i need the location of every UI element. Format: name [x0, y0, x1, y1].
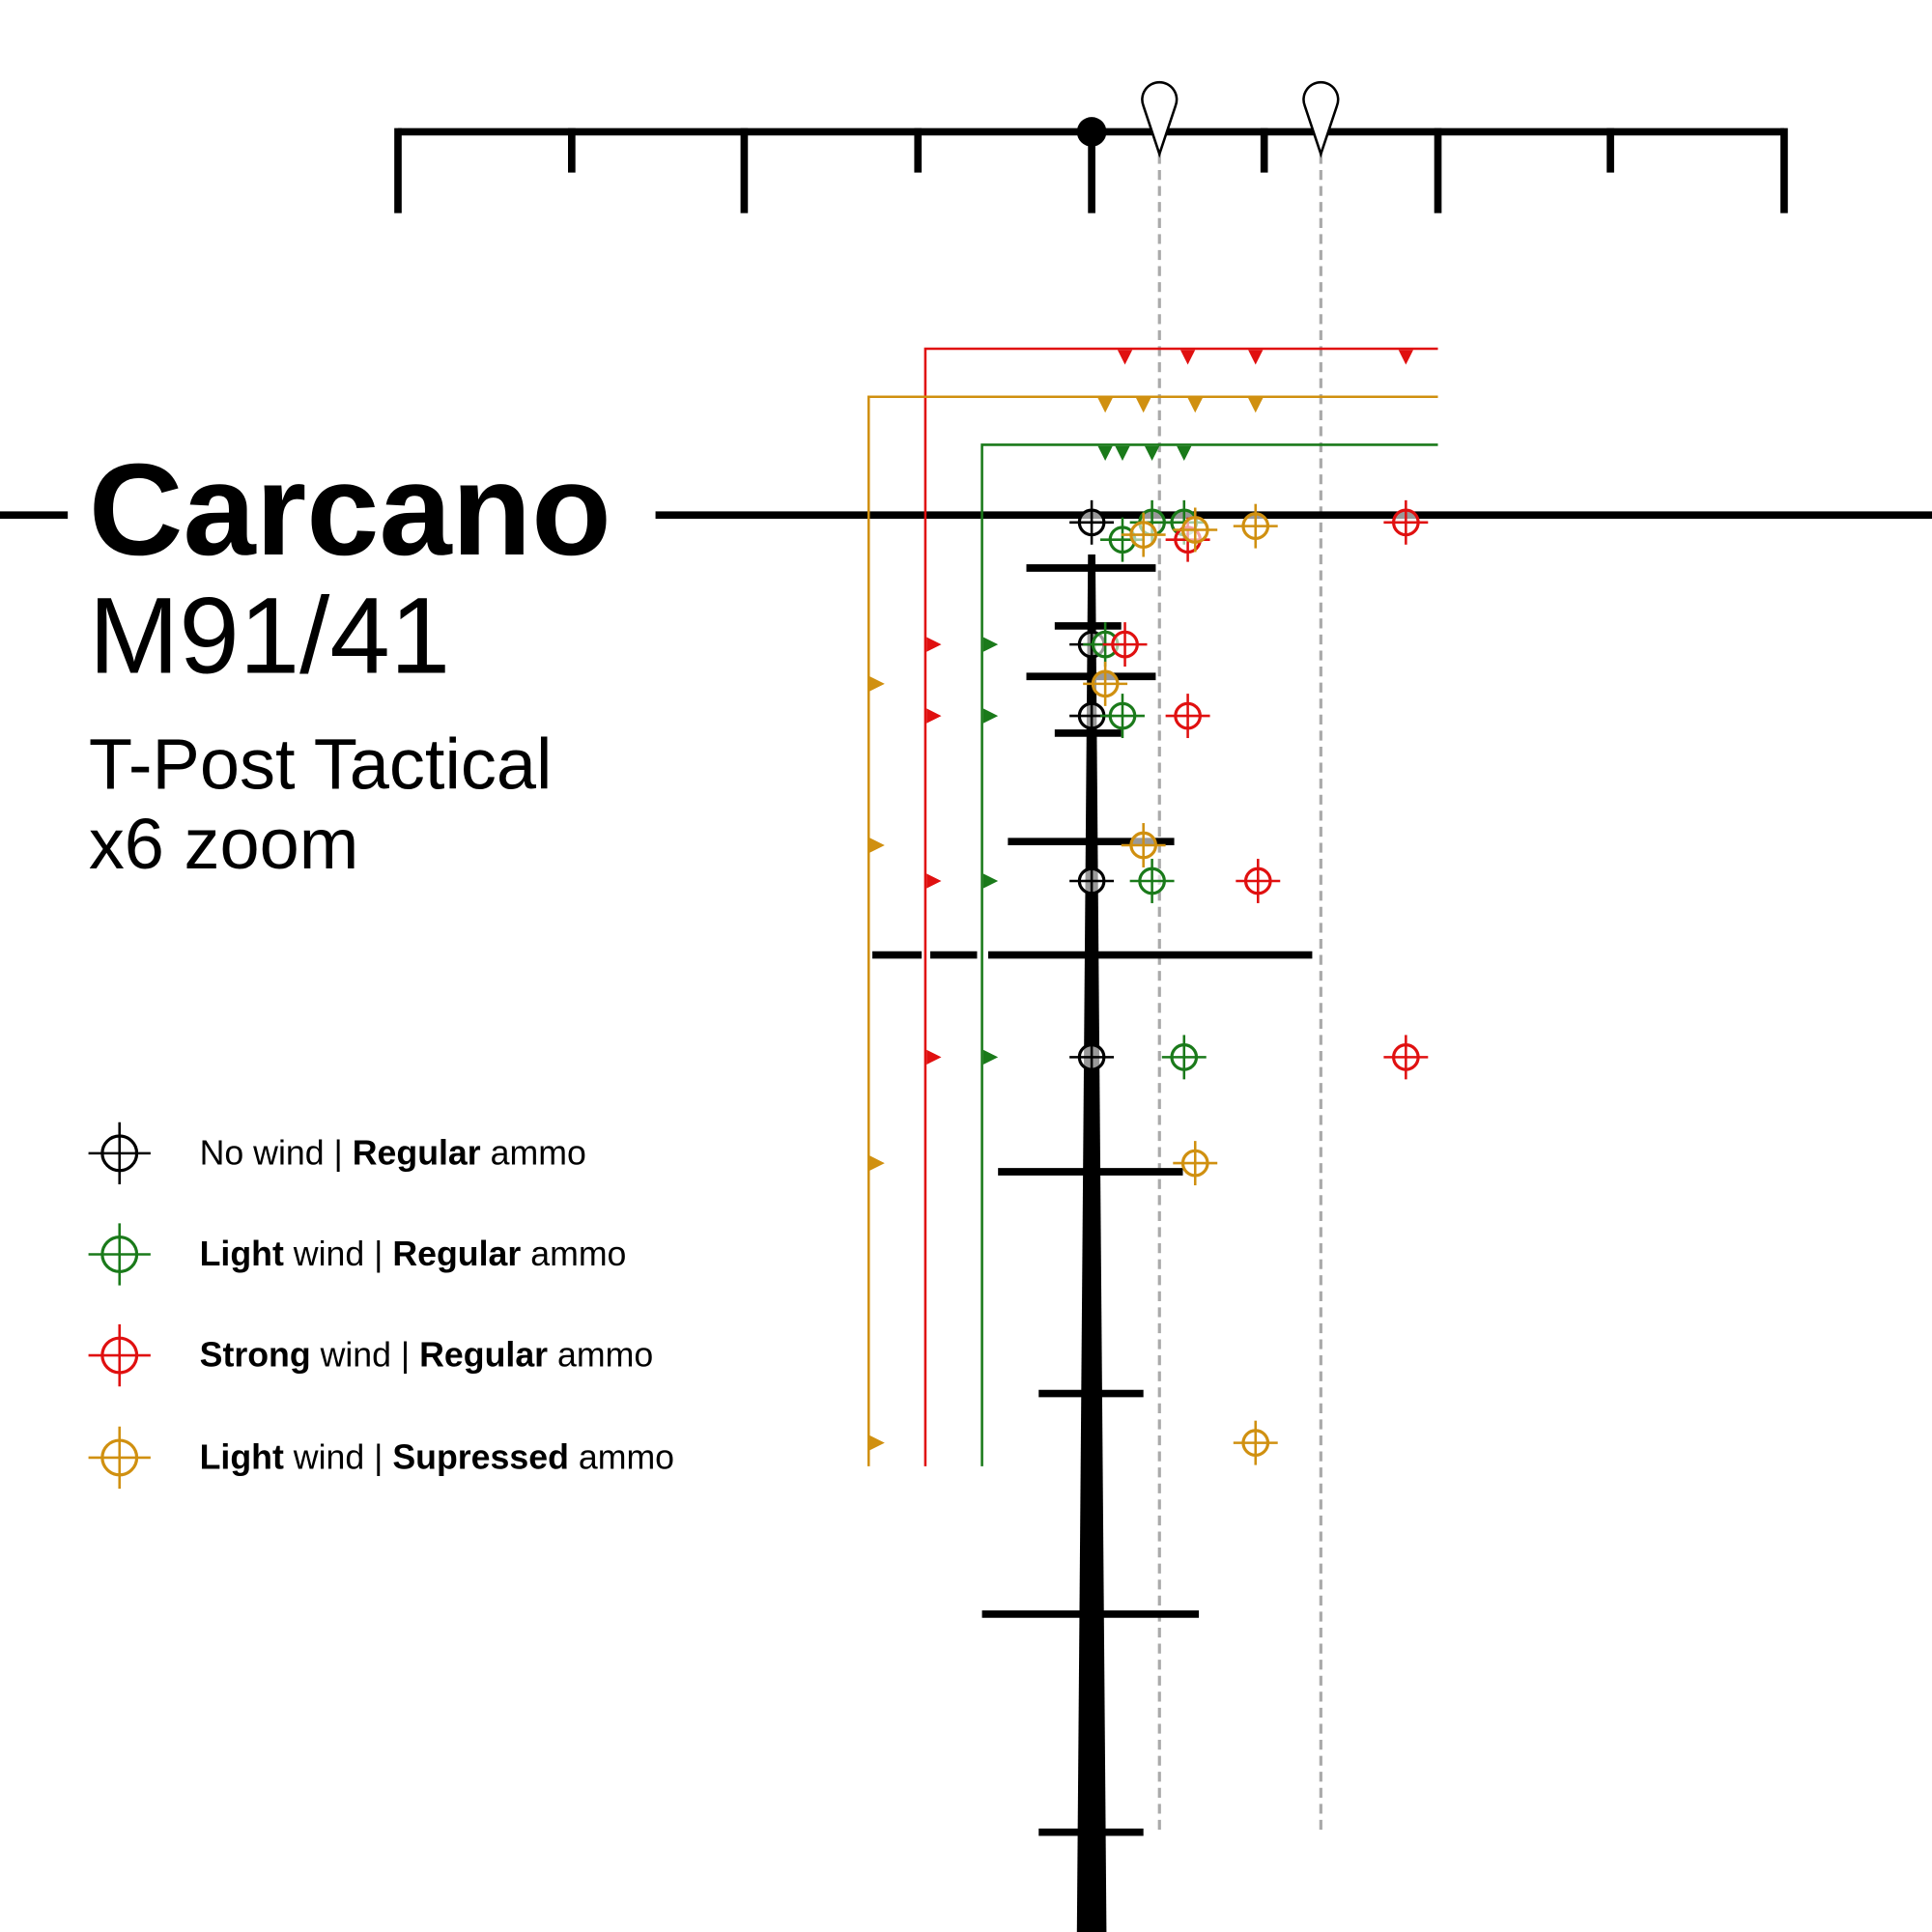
impact-marker: [1233, 503, 1278, 549]
flag: [1398, 350, 1414, 365]
legend-part: ammo: [481, 1133, 586, 1172]
legend-label: No wind | Regular ammo: [200, 1133, 586, 1172]
flag: [982, 873, 999, 889]
legend-part: ammo: [521, 1235, 626, 1273]
impact-marker: [1121, 512, 1166, 557]
flag: [1177, 445, 1192, 462]
flag: [1117, 350, 1133, 365]
impact-marker: [1173, 507, 1218, 553]
legend-part: |: [391, 1336, 419, 1375]
legend-part: Regular: [353, 1133, 481, 1172]
flag: [982, 708, 999, 724]
model: M91/41: [89, 574, 450, 696]
legend-part: |: [364, 1437, 392, 1476]
flag: [926, 873, 942, 889]
impact-marker: [1233, 1420, 1278, 1465]
legend-part: Light: [200, 1235, 284, 1273]
scale-dot: [1076, 117, 1107, 147]
legend-part: wind: [284, 1437, 364, 1476]
legend-part: |: [364, 1235, 392, 1273]
impact-marker: [1383, 499, 1429, 545]
impact-marker: [88, 1223, 151, 1286]
flag: [1248, 350, 1264, 365]
impact-marker: [1100, 694, 1145, 739]
impact-marker: [1121, 823, 1166, 867]
legend-part: Supressed: [392, 1437, 569, 1476]
reticle-name: T-Post Tactical: [89, 724, 553, 804]
flag: [1248, 397, 1264, 413]
impact-marker: [88, 1122, 151, 1185]
impact-marker: [1069, 499, 1115, 545]
zoom: x6 zoom: [89, 804, 359, 884]
legend-part: wind: [311, 1336, 391, 1375]
impact-marker: [88, 1426, 151, 1490]
flag: [869, 676, 885, 692]
impact-marker: [1383, 1035, 1429, 1080]
bracket: [923, 347, 1438, 1466]
legend-label: Light wind | Supressed ammo: [200, 1437, 674, 1476]
legend-part: No wind: [200, 1133, 325, 1172]
flag: [1144, 445, 1160, 462]
flag: [1179, 350, 1196, 365]
post: [1076, 554, 1107, 1932]
legend-part: |: [325, 1133, 353, 1172]
impact-marker: [1102, 622, 1148, 668]
flag: [982, 637, 999, 652]
legend-part: Regular: [419, 1336, 548, 1375]
legend-part: wind: [284, 1235, 364, 1273]
flag: [1097, 397, 1113, 413]
impact-marker: [1069, 1035, 1115, 1080]
legend-part: ammo: [548, 1336, 653, 1375]
flag: [1097, 445, 1113, 462]
legend-part: Strong: [200, 1336, 311, 1375]
flag: [1187, 397, 1203, 413]
impact-marker: [1069, 859, 1115, 903]
flag: [1115, 445, 1130, 462]
legend-label: Strong wind | Regular ammo: [200, 1336, 654, 1375]
impact-marker: [1129, 859, 1175, 903]
bracket: [980, 443, 1438, 1466]
impact-marker: [1161, 1035, 1207, 1080]
impact-marker: [88, 1323, 151, 1387]
impact-marker: [1236, 859, 1281, 903]
flag: [869, 1435, 885, 1451]
legend-label: Light wind | Regular ammo: [200, 1235, 627, 1273]
flag: [926, 1049, 942, 1065]
legend-part: ammo: [569, 1437, 674, 1476]
impact-marker: [1173, 1141, 1218, 1186]
impact-marker: [1165, 694, 1210, 739]
pin: [1141, 80, 1179, 158]
pin: [1302, 80, 1340, 158]
legend-part: Regular: [392, 1235, 521, 1273]
title: Carcano: [89, 437, 611, 582]
legend-part: Light: [200, 1437, 284, 1476]
flag: [926, 637, 942, 652]
flag: [1136, 397, 1151, 413]
flag: [982, 1049, 999, 1065]
flag: [926, 708, 942, 724]
bracket: [867, 395, 1438, 1466]
flag: [869, 1155, 885, 1171]
flag: [869, 838, 885, 853]
impact-marker: [1083, 661, 1128, 706]
